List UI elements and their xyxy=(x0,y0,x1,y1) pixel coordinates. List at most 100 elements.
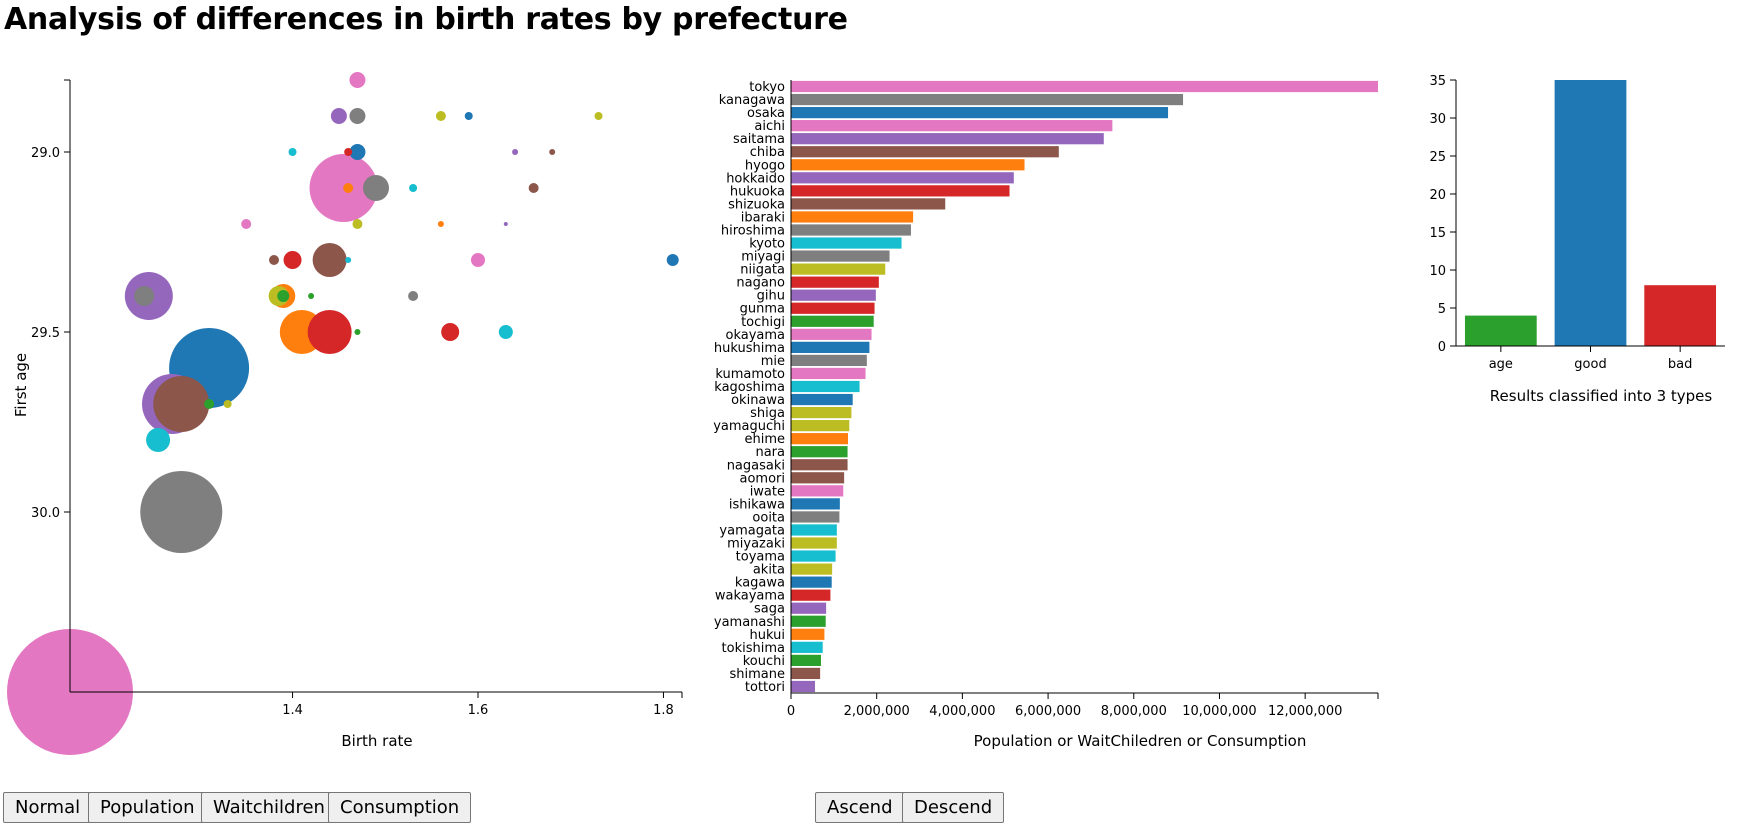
scatter-point xyxy=(464,112,473,120)
scatter-chart: 29.0 29.5 30.0 1.4 1.6 1.8 Birth rate First a… xyxy=(7,72,683,755)
hbar-category-label: nagasaki xyxy=(727,458,785,473)
hbar-bars xyxy=(791,80,1378,693)
hbar-bar xyxy=(791,93,1184,106)
scatter-point xyxy=(146,428,171,452)
hbar-bar xyxy=(791,537,837,549)
scatter-point xyxy=(498,325,513,339)
hbar-x-tick-label: 4,000,000 xyxy=(929,704,995,719)
scatter-point xyxy=(409,184,418,192)
hbar-category-label: ibaraki xyxy=(741,210,785,225)
hbar-bar xyxy=(791,380,860,393)
hbar-bar xyxy=(791,485,844,497)
scatter-point xyxy=(307,310,352,354)
hbar-category-label: hokkaido xyxy=(726,171,785,186)
hbar-bar xyxy=(791,498,840,510)
hbar-category-label: saitama xyxy=(733,132,785,147)
hbar-category-label: kanagawa xyxy=(719,93,785,108)
hbar-category-label: osaka xyxy=(747,106,785,121)
hbar-category-label: mie xyxy=(761,354,785,369)
vbar-y-tick-label: 15 xyxy=(1429,226,1446,241)
hbar-bar xyxy=(791,198,946,210)
scatter-point xyxy=(441,323,460,341)
hbar-category-label: shimane xyxy=(730,667,786,682)
population-button[interactable]: Population xyxy=(88,792,207,823)
scatter-x-axis-label: Birth rate xyxy=(341,732,412,750)
scatter-points xyxy=(7,72,679,755)
population-bar-chart: tokyokanagawaosakaaichisaitamachibahyogo… xyxy=(713,80,1379,750)
scatter-point xyxy=(269,255,279,265)
hbar-category-label: okinawa xyxy=(731,393,785,408)
vbar-category-label: good xyxy=(1574,357,1606,372)
hbar-x-tick-label: 8,000,000 xyxy=(1101,704,1167,719)
scatter-point xyxy=(345,257,352,263)
hbar-bar xyxy=(791,459,848,471)
hbar-category-label: saga xyxy=(754,602,785,617)
consumption-button[interactable]: Consumption xyxy=(328,792,472,823)
normal-button[interactable]: Normal xyxy=(3,792,93,823)
hbar-bar xyxy=(791,680,815,693)
hbar-category-label: aomori xyxy=(740,471,786,486)
scatter-point xyxy=(512,149,519,155)
hbar-category-label: yamagata xyxy=(719,523,785,538)
vbar-y-tick-label: 25 xyxy=(1429,150,1446,165)
scatter-point xyxy=(549,149,556,155)
hbar-bar xyxy=(791,354,867,367)
vbar-y-tick-label: 10 xyxy=(1429,264,1446,279)
hbar-bar xyxy=(791,667,821,680)
scatter-point xyxy=(408,291,419,301)
hbar-x-axis-label: Population or WaitChiledren or Consumpti… xyxy=(974,732,1307,750)
vbar-bar xyxy=(1554,80,1627,346)
hbar-category-label: hiroshima xyxy=(721,223,785,238)
waitchildren-button[interactable]: Waitchildren xyxy=(201,792,337,823)
hbar-x-tick-label: 2,000,000 xyxy=(844,704,910,719)
hbar-bar xyxy=(791,524,837,536)
scatter-point xyxy=(594,112,603,120)
hbar-bar xyxy=(791,589,831,601)
hbar-bar xyxy=(791,367,866,380)
scatter-point xyxy=(223,400,232,408)
hbar-bar xyxy=(791,237,902,249)
hbar-bar xyxy=(791,328,872,340)
scatter-y-tick-label: 30.0 xyxy=(31,506,60,521)
hbar-category-label: shiga xyxy=(750,406,785,421)
ascend-button[interactable]: Ascend xyxy=(815,792,905,823)
hbar-category-label: miyazaki xyxy=(727,537,785,552)
scatter-point xyxy=(349,72,366,88)
hbar-x-tick-label: 10,000,000 xyxy=(1182,704,1256,719)
vbar-bar xyxy=(1464,315,1537,346)
hbar-category-label: chiba xyxy=(750,145,785,160)
scatter-point xyxy=(354,329,361,335)
hbar-category-label: wakayama xyxy=(715,589,785,604)
scatter-point xyxy=(528,183,539,193)
scatter-y-axis-label: First age xyxy=(12,353,30,417)
descend-button[interactable]: Descend xyxy=(902,792,1005,823)
vbar-y-tick-label: 5 xyxy=(1438,302,1446,317)
hbar-bar xyxy=(791,106,1169,119)
hbar-bar xyxy=(791,263,886,275)
hbar-bar xyxy=(791,302,875,314)
hbar-category-label: miyagi xyxy=(741,250,785,265)
scatter-point xyxy=(666,254,679,266)
page-title: Analysis of differences in birth rates b… xyxy=(4,2,848,37)
hbar-bar xyxy=(791,472,845,484)
hbar-bar xyxy=(791,654,821,667)
vbar-y-tick-label: 35 xyxy=(1429,74,1446,89)
hbar-x-tick-label: 6,000,000 xyxy=(1015,704,1081,719)
scatter-point xyxy=(153,376,210,432)
hbar-bar xyxy=(791,250,890,262)
vbar-category-label: bad xyxy=(1668,357,1692,372)
hbar-bar xyxy=(791,406,852,419)
hbar-category-label: tochigi xyxy=(741,315,785,330)
hbar-bar xyxy=(791,185,1010,197)
hbar-category-label: okayama xyxy=(725,328,785,343)
scatter-point xyxy=(134,286,155,306)
scatter-point xyxy=(288,148,297,156)
hbar-category-label: ooita xyxy=(752,510,785,525)
hbar-category-label: niigata xyxy=(740,263,785,278)
hbar-bar xyxy=(791,224,911,236)
scatter-x-tick-label: 1.8 xyxy=(653,703,674,718)
hbar-bar xyxy=(791,133,1104,145)
hbar-category-label: ehime xyxy=(744,432,785,447)
hbar-category-label: hukushima xyxy=(714,341,785,356)
